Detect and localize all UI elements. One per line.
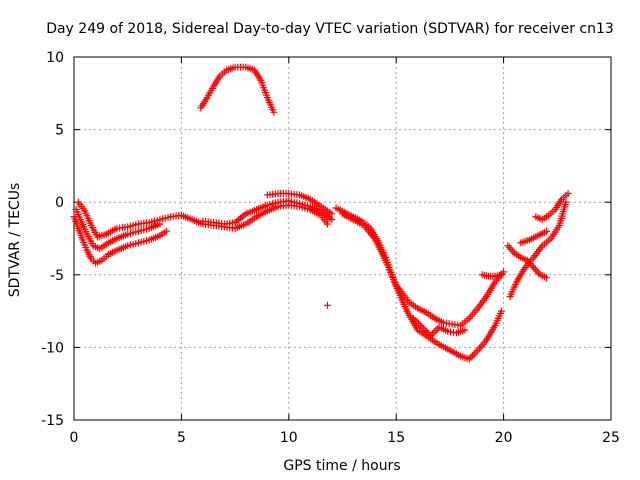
data-point: [497, 271, 505, 279]
data-point: [507, 245, 515, 253]
data-point: [270, 108, 278, 116]
data-point: [467, 353, 475, 361]
data-points: [70, 63, 572, 363]
y-tick-label: 5: [55, 123, 64, 139]
series-track-a: [70, 213, 170, 267]
series-track-g: [339, 210, 505, 363]
chart-title: Day 249 of 2018, Sidereal Day-to-day VTE…: [46, 21, 614, 37]
data-point: [323, 301, 331, 309]
plot-frame: [73, 56, 612, 421]
series-track-i: [478, 271, 505, 280]
data-point: [472, 348, 480, 356]
series-track-b: [72, 205, 164, 253]
x-tick-label: 0: [70, 430, 79, 446]
y-tick-label: -15: [41, 413, 64, 429]
y-tick-label: -5: [50, 268, 64, 284]
series-track-e: [263, 189, 336, 218]
data-point: [433, 325, 441, 333]
data-point: [428, 330, 436, 338]
series-high-arc: [197, 63, 278, 116]
data-point: [543, 274, 551, 282]
y-tick-label: 0: [55, 195, 64, 211]
series-track-m: [517, 227, 551, 247]
series-outlier: [323, 301, 331, 309]
data-point: [504, 242, 512, 250]
data-point: [564, 189, 572, 197]
y-tick-label: 10: [46, 50, 64, 66]
data-point: [530, 264, 538, 272]
x-tick-label: 20: [495, 430, 513, 446]
y-axis-label: SDTVAR / TECUs: [7, 183, 23, 298]
axis-ticks: 0 5 10 15 20 25 10 5 0 -5 -10 -15: [41, 50, 620, 446]
series-track-h: [409, 314, 469, 340]
data-point: [562, 198, 570, 206]
data-point: [509, 247, 517, 255]
data-point: [162, 227, 170, 235]
series-track-k: [506, 198, 570, 301]
y-tick-label: -10: [41, 340, 64, 356]
series-track-l: [532, 189, 572, 224]
data-point: [497, 307, 505, 315]
data-point: [323, 220, 331, 228]
x-tick-label: 15: [387, 430, 405, 446]
x-tick-label: 25: [602, 430, 620, 446]
x-axis-label: GPS time / hours: [283, 458, 400, 474]
data-point: [430, 328, 438, 336]
data-point: [506, 244, 514, 252]
data-point: [461, 326, 469, 334]
series-track-d: [199, 197, 336, 228]
data-point: [328, 210, 336, 218]
x-tick-label: 5: [177, 430, 186, 446]
data-point: [470, 350, 478, 358]
grid: [74, 57, 611, 420]
data-point: [533, 267, 541, 275]
data-point: [543, 227, 551, 235]
x-tick-label: 10: [280, 430, 298, 446]
data-point: [531, 265, 539, 273]
